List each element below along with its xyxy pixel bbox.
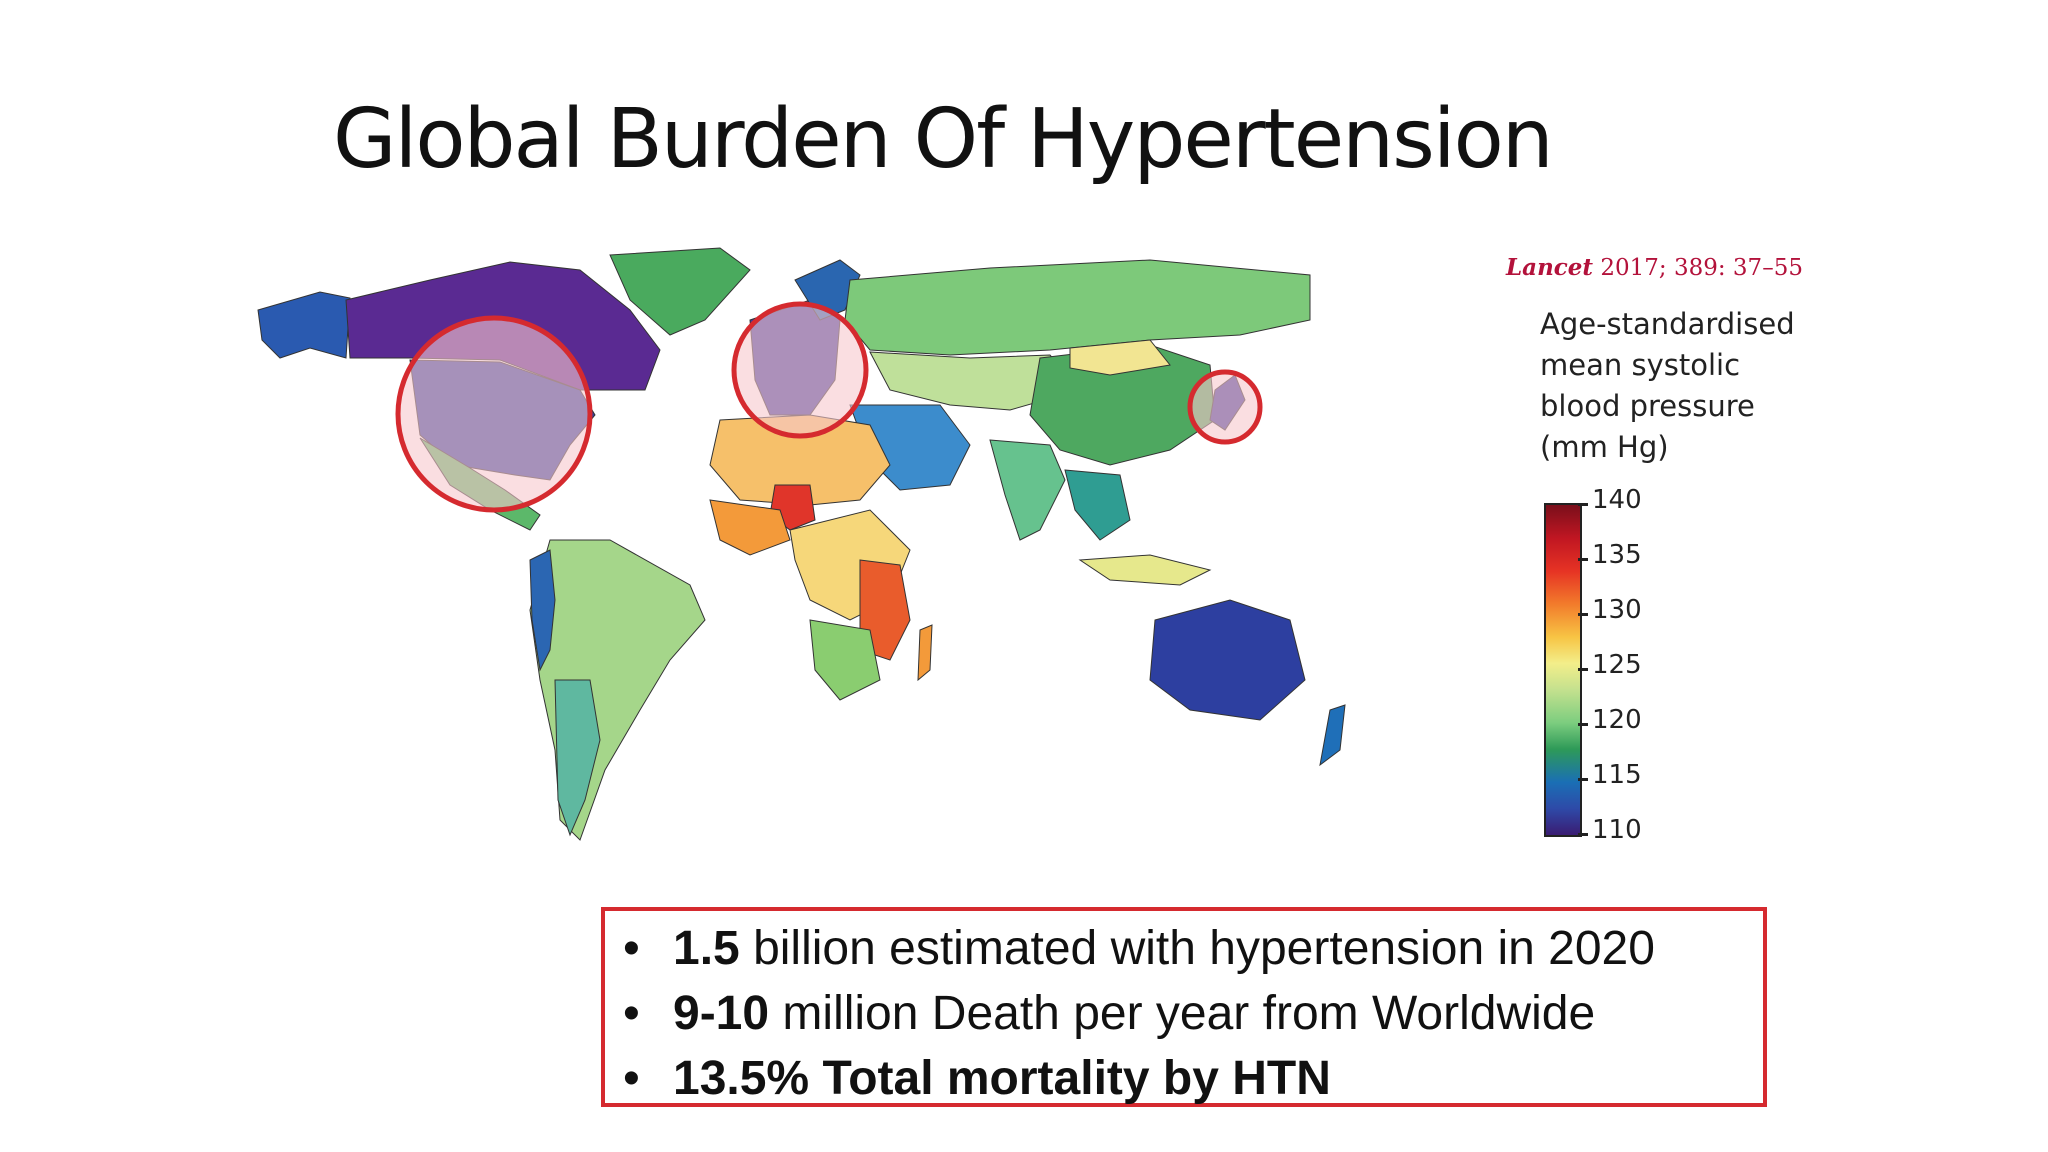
region-russia — [844, 259, 1311, 356]
world-map — [250, 240, 1450, 880]
highlight-japan — [1187, 369, 1263, 445]
legend-tick-mark — [1578, 503, 1588, 506]
highlight-north-america — [395, 315, 593, 513]
legend-tick-mark — [1578, 778, 1588, 781]
stat-text: million Death per year from Worldwide — [769, 987, 1596, 1040]
legend-tick-label: 140 — [1592, 485, 1642, 515]
stat-line-deaths: • 9-10 million Death per year from Worldw… — [623, 986, 1595, 1041]
legend-tick-label: 135 — [1592, 540, 1642, 570]
stat-text: billion estimated with hypertension in 2… — [739, 922, 1655, 975]
stat-line-mortality: • 13.5% Total mortality by HTN — [623, 1051, 1331, 1106]
legend-tick-label: 120 — [1592, 705, 1642, 735]
citation-journal: Lancet — [1506, 254, 1594, 281]
region-west-africa — [709, 499, 791, 556]
region-madagascar — [917, 624, 933, 682]
region-australia — [1149, 599, 1306, 721]
legend-colorbar — [1544, 503, 1582, 837]
legend-title-line: (mm Hg) — [1540, 430, 1669, 464]
legend-tick-label: 130 — [1592, 595, 1642, 625]
legend-title: Age-standardised mean systolic blood pre… — [1540, 304, 1860, 468]
stat-value: 1.5 — [673, 922, 740, 975]
legend-tick-label: 110 — [1592, 815, 1642, 845]
citation-reference: 2017; 389: 37–55 — [1593, 255, 1803, 281]
legend-tick-mark — [1578, 668, 1588, 671]
legend-tick-mark — [1578, 613, 1588, 616]
region-indonesia — [1078, 554, 1212, 586]
legend-title-line: Age-standardised — [1540, 307, 1795, 341]
legend-tick-mark — [1578, 833, 1588, 836]
citation: Lancet 2017; 389: 37–55 — [1506, 254, 1803, 281]
region-alaska — [257, 291, 351, 359]
legend-tick-mark — [1578, 723, 1588, 726]
legend-title-line: mean systolic — [1540, 348, 1741, 382]
region-south-africa — [809, 619, 881, 701]
bullet: • — [623, 987, 640, 1040]
region-mongolia — [1069, 339, 1171, 376]
legend-tick-mark — [1578, 558, 1588, 561]
legend-title-line: blood pressure — [1540, 389, 1755, 423]
stats-box: • 1.5 billion estimated with hypertension… — [601, 907, 1767, 1107]
region-new-zealand — [1319, 704, 1346, 767]
bullet: • — [623, 1052, 640, 1105]
stat-line-prevalence: • 1.5 billion estimated with hypertension… — [623, 921, 1655, 976]
region-india — [989, 439, 1066, 541]
region-argentina — [554, 679, 601, 837]
region-china — [1029, 344, 1216, 466]
slide-title: Global Burden Of Hypertension — [333, 92, 1554, 187]
region-andes — [529, 549, 556, 672]
legend-tick-label: 115 — [1592, 760, 1642, 790]
legend-tick-label: 125 — [1592, 650, 1642, 680]
region-greenland — [609, 247, 751, 336]
stat-value: 9-10 — [673, 987, 770, 1040]
stat-value: 13.5% Total mortality by HTN — [673, 1052, 1331, 1105]
bullet: • — [623, 922, 640, 975]
highlight-europe — [731, 301, 869, 439]
world-map-svg — [257, 247, 1346, 841]
region-se-asia — [1064, 469, 1131, 541]
